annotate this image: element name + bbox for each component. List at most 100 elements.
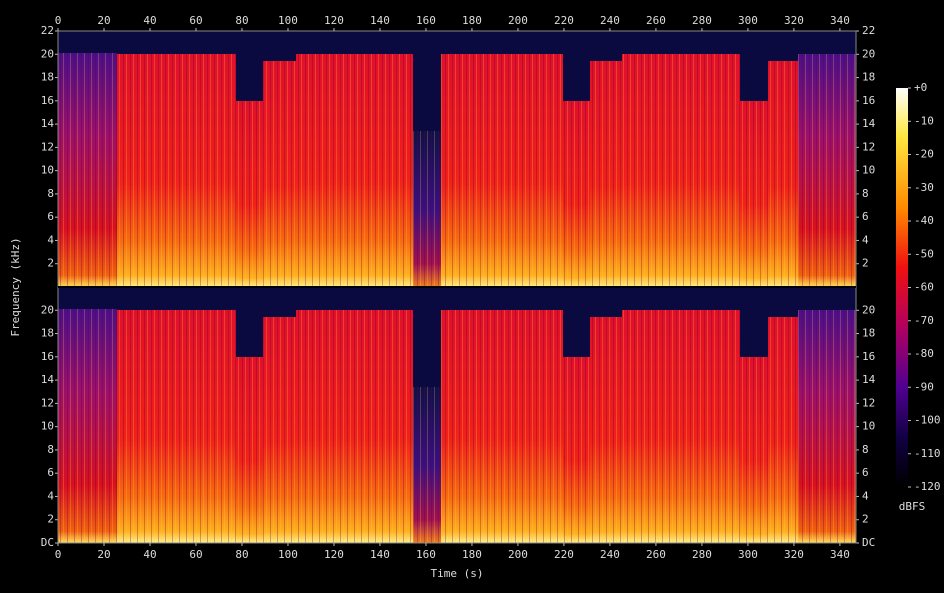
x-tick-label: 240 — [600, 548, 620, 561]
y-tick-label-right: 8 — [862, 443, 869, 456]
colorbar-title: dBFS — [899, 500, 926, 513]
x-tick-label-top: 220 — [554, 14, 574, 27]
y-tick-label: 6 — [47, 210, 54, 223]
y-tick-label-right: 12 — [862, 396, 875, 409]
x-tick-label-top: 260 — [646, 14, 666, 27]
y-tick-label-right: 14 — [862, 373, 876, 386]
x-tick-label: 120 — [324, 548, 344, 561]
spectrogram-texture — [58, 309, 117, 543]
x-tick-label-top: 180 — [462, 14, 482, 27]
x-tick-label-top: 120 — [324, 14, 344, 27]
x-tick-label: 200 — [508, 548, 528, 561]
spectrogram-texture — [413, 387, 441, 543]
y-tick-label-right: 18 — [862, 327, 875, 340]
x-tick-label: 0 — [55, 548, 62, 561]
y-tick-label-right: 16 — [862, 94, 875, 107]
spectrogram-texture — [236, 101, 263, 287]
y-tick-label: 18 — [41, 327, 54, 340]
y-tick-label-right: 6 — [862, 210, 869, 223]
spectrogram-texture — [622, 54, 740, 287]
spectrogram-texture — [740, 357, 768, 543]
y-tick-label-right: 14 — [862, 117, 876, 130]
x-tick-label-top: 80 — [235, 14, 248, 27]
spectrogram-texture — [58, 53, 117, 287]
spectrogram-texture — [117, 54, 236, 287]
x-tick-label: 320 — [784, 548, 804, 561]
spectrogram-texture — [296, 310, 413, 543]
spectrogram-texture — [798, 310, 856, 543]
x-tick-label: 180 — [462, 548, 482, 561]
x-axis-title: Time (s) — [431, 567, 484, 580]
y-tick-label: 4 — [47, 489, 54, 502]
spectrogram-texture — [563, 101, 590, 287]
spectrogram-texture — [590, 61, 622, 287]
colorbar-tick-label: -50 — [914, 247, 934, 260]
x-tick-label: 300 — [738, 548, 758, 561]
x-tick-label-top: 300 — [738, 14, 758, 27]
x-tick-label-top: 280 — [692, 14, 712, 27]
x-tick-label: 20 — [97, 548, 110, 561]
y-tick-label: 12 — [41, 140, 54, 153]
y-tick-label-right: 10 — [862, 164, 875, 177]
y-tick-label-right: 20 — [862, 47, 875, 60]
x-tick-label: 100 — [278, 548, 298, 561]
spectrogram-texture — [563, 357, 590, 543]
colorbar-tick-label: -40 — [914, 214, 934, 227]
colorbar-tick-label: -30 — [914, 181, 934, 194]
y-tick-label-right: 4 — [862, 233, 869, 246]
y-tick-label: 10 — [41, 420, 54, 433]
x-tick-label: 220 — [554, 548, 574, 561]
x-tick-label-top: 140 — [370, 14, 390, 27]
y-tick-label-right: DC — [862, 536, 875, 549]
colorbar-tick-label: -10 — [914, 114, 934, 127]
spectrogram-texture — [117, 310, 236, 543]
x-tick-label-top: 100 — [278, 14, 298, 27]
y-tick-label-right: 10 — [862, 420, 875, 433]
y-tick-label: 16 — [41, 350, 54, 363]
y-tick-label: 22 — [41, 24, 54, 37]
x-tick-label-top: 200 — [508, 14, 528, 27]
spectrogram-texture — [768, 61, 798, 287]
y-tick-label-right: 4 — [862, 489, 869, 502]
spectrogram-texture — [441, 310, 563, 543]
spectrogram-texture — [236, 357, 263, 543]
y-tick-label: 20 — [41, 47, 54, 60]
spectrogram-texture — [622, 310, 740, 543]
y-tick-label-right: 22 — [862, 24, 875, 37]
y-tick-label: 14 — [41, 117, 55, 130]
y-tick-label: 16 — [41, 94, 54, 107]
x-tick-label: 140 — [370, 548, 390, 561]
y-tick-label: 8 — [47, 443, 54, 456]
x-tick-label-top: 60 — [189, 14, 202, 27]
spectrogram-texture — [413, 131, 441, 287]
x-tick-label-top: 160 — [416, 14, 436, 27]
x-tick-label-top: 40 — [143, 14, 156, 27]
colorbar-tick-label: -100 — [914, 414, 941, 427]
y-tick-label: 8 — [47, 187, 54, 200]
spectrogram-texture — [441, 54, 563, 287]
y-tick-label: 12 — [41, 396, 54, 409]
x-tick-label-top: 20 — [97, 14, 110, 27]
colorbar-tick-label: +0 — [914, 81, 927, 94]
x-tick-label-top: 240 — [600, 14, 620, 27]
y-tick-label-right: 18 — [862, 71, 875, 84]
spectrogram-texture — [590, 317, 622, 543]
x-tick-label: 280 — [692, 548, 712, 561]
colorbar-tick-label: -20 — [914, 148, 934, 161]
colorbar-tick-label: -90 — [914, 380, 934, 393]
y-tick-label-right: 16 — [862, 350, 875, 363]
x-tick-label-top: 0 — [55, 14, 62, 27]
x-tick-label: 260 — [646, 548, 666, 561]
x-tick-label: 60 — [189, 548, 202, 561]
y-tick-label: 6 — [47, 466, 54, 479]
y-tick-label: 14 — [41, 373, 55, 386]
y-tick-label: 10 — [41, 164, 54, 177]
colorbar — [896, 88, 908, 487]
colorbar-tick-label: -80 — [914, 347, 934, 360]
spectrogram-texture — [263, 61, 296, 287]
y-tick-label-right: 12 — [862, 140, 875, 153]
spectrogram-texture — [740, 101, 768, 287]
x-tick-label: 340 — [830, 548, 850, 561]
y-tick-label: 2 — [47, 513, 54, 526]
